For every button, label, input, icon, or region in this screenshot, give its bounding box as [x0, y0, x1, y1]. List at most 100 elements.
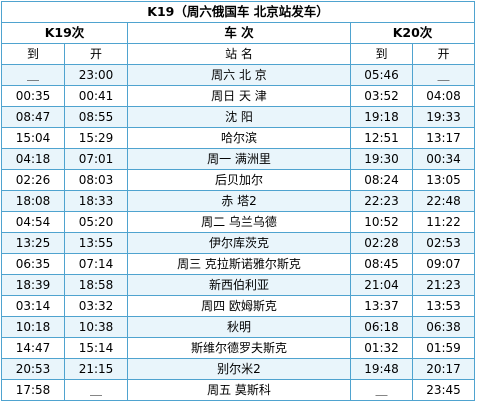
k19-depart-cell: 03:32	[64, 295, 128, 317]
k19-depart-cell: 05:20	[64, 211, 128, 233]
k20-depart-cell: 19:33	[411, 106, 476, 128]
station-name-header: 站 名	[127, 43, 351, 65]
train-timetable: K19（周六俄国车 北京站发车） K19次 车 次 K20次 到 开 站 名 到…	[0, 1, 476, 401]
k19-arrive-cell: 10:18	[1, 316, 65, 338]
header-row: K19次 车 次 K20次	[1, 22, 476, 44]
k19-depart-cell: 21:15	[64, 358, 128, 380]
station-name-cell: 周四 欧姆斯克	[127, 295, 351, 317]
k20-depart-cell: 23:45	[411, 379, 476, 401]
k20-arrive-cell: 12:51	[350, 127, 413, 149]
k20-arrive-cell: 13:37	[350, 295, 413, 317]
k20-arrive-cell: 19:18	[350, 106, 413, 128]
k20-arrive-cell: 05:46	[350, 64, 413, 86]
table-row: 18:39 18:58 新西伯利亚 21:04 21:23	[1, 274, 476, 296]
k19-depart-cell: 07:01	[64, 148, 128, 170]
table-row: 04:54 05:20 周二 乌兰乌德 10:52 11:22	[1, 211, 476, 233]
k19-depart-cell: 23:00	[64, 64, 128, 86]
k19-arrive-cell: 06:35	[1, 253, 65, 275]
k19-arrive-cell: 13:25	[1, 232, 65, 254]
k20-arrive-cell: 19:30	[350, 148, 413, 170]
k19-arrive-cell: ＿	[1, 64, 65, 86]
k20-depart-cell: 06:38	[411, 316, 476, 338]
k19-arrive-cell: 04:18	[1, 148, 65, 170]
k20-arrive-cell: 08:24	[350, 169, 413, 191]
k20-depart-cell: 22:48	[411, 190, 476, 212]
table-row: 10:18 10:38 秋明 06:18 06:38	[1, 316, 476, 338]
k20-arrive-cell: 03:52	[350, 85, 413, 107]
k19-depart-cell: 13:55	[64, 232, 128, 254]
station-name-cell: 秋明	[127, 316, 351, 338]
station-name-cell: 周二 乌兰乌德	[127, 211, 351, 233]
k19-arrive-cell: 02:26	[1, 169, 65, 191]
subheader-row: 到 开 站 名 到 开	[1, 43, 476, 65]
train-number-header: 车 次	[127, 22, 351, 44]
k19-arrive-cell: 20:53	[1, 358, 65, 380]
k20-arrive-cell: 22:23	[350, 190, 413, 212]
k20-arrive-cell: 02:28	[350, 232, 413, 254]
k19-arrive-cell: 03:14	[1, 295, 65, 317]
train-k20-header: K20次	[349, 22, 476, 44]
k20-arrive-cell: 19:48	[350, 358, 413, 380]
k19-arrive-cell: 04:54	[1, 211, 65, 233]
k19-depart-header: 开	[64, 43, 128, 65]
k19-depart-cell: 15:29	[64, 127, 128, 149]
table-row: 04:18 07:01 周一 满洲里 19:30 00:34	[1, 148, 476, 170]
station-name-cell: 周一 满洲里	[127, 148, 351, 170]
k19-arrive-cell: 14:47	[1, 337, 65, 359]
k20-depart-cell: 02:53	[411, 232, 476, 254]
k19-arrive-cell: 18:39	[1, 274, 65, 296]
k19-depart-cell: 18:33	[64, 190, 128, 212]
k20-depart-cell: 13:05	[411, 169, 476, 191]
k20-depart-header: 开	[411, 43, 476, 65]
station-name-cell: 赤 塔2	[127, 190, 351, 212]
k20-depart-cell: 04:08	[411, 85, 476, 107]
k20-depart-cell: 11:22	[411, 211, 476, 233]
k19-depart-cell: 08:03	[64, 169, 128, 191]
k19-depart-cell: 07:14	[64, 253, 128, 275]
k20-arrive-cell: ＿	[350, 379, 413, 401]
station-name-cell: 别尔米2	[127, 358, 351, 380]
station-name-cell: 新西伯利亚	[127, 274, 351, 296]
k19-depart-cell: 00:41	[64, 85, 128, 107]
station-name-cell: 周三 克拉斯诺雅尔斯克	[127, 253, 351, 275]
k20-depart-cell: 20:17	[411, 358, 476, 380]
k19-arrive-cell: 08:47	[1, 106, 65, 128]
table-title: K19（周六俄国车 北京站发车）	[0, 1, 476, 23]
k19-arrive-cell: 17:58	[1, 379, 65, 401]
k19-arrive-cell: 18:08	[1, 190, 65, 212]
table-row: 17:58 ＿ 周五 莫斯科 ＿ 23:45	[1, 379, 476, 401]
k20-depart-cell: 01:59	[411, 337, 476, 359]
table-row: 03:14 03:32 周四 欧姆斯克 13:37 13:53	[1, 295, 476, 317]
k19-depart-cell: 08:55	[64, 106, 128, 128]
table-row: 18:08 18:33 赤 塔2 22:23 22:48	[1, 190, 476, 212]
k20-arrive-cell: 21:04	[350, 274, 413, 296]
station-name-cell: 斯维尔德罗夫斯克	[127, 337, 351, 359]
table-row: 14:47 15:14 斯维尔德罗夫斯克 01:32 01:59	[1, 337, 476, 359]
k20-depart-cell: 00:34	[411, 148, 476, 170]
k19-arrive-cell: 00:35	[1, 85, 65, 107]
k20-depart-cell: 21:23	[411, 274, 476, 296]
k19-depart-cell: 15:14	[64, 337, 128, 359]
k19-arrive-header: 到	[1, 43, 65, 65]
table-row: 02:26 08:03 后贝加尔 08:24 13:05	[1, 169, 476, 191]
k19-depart-cell: 18:58	[64, 274, 128, 296]
table-row: 00:35 00:41 周日 天 津 03:52 04:08	[1, 85, 476, 107]
station-name-cell: 后贝加尔	[127, 169, 351, 191]
k20-depart-cell: 13:17	[411, 127, 476, 149]
station-name-cell: 沈 阳	[127, 106, 351, 128]
title-row: K19（周六俄国车 北京站发车）	[0, 1, 476, 23]
station-name-cell: 周日 天 津	[127, 85, 351, 107]
k20-arrive-header: 到	[350, 43, 413, 65]
k20-arrive-cell: 08:45	[350, 253, 413, 275]
station-name-cell: 周五 莫斯科	[127, 379, 351, 401]
station-name-cell: 哈尔滨	[127, 127, 351, 149]
k20-arrive-cell: 06:18	[350, 316, 413, 338]
k20-depart-cell: 13:53	[411, 295, 476, 317]
station-name-cell: 周六 北 京	[127, 64, 351, 86]
station-name-cell: 伊尔库茨克	[127, 232, 351, 254]
k20-arrive-cell: 10:52	[350, 211, 413, 233]
k19-depart-cell: ＿	[64, 379, 128, 401]
table-row: 08:47 08:55 沈 阳 19:18 19:33	[1, 106, 476, 128]
train-k19-header: K19次	[1, 22, 128, 44]
k20-arrive-cell: 01:32	[350, 337, 413, 359]
